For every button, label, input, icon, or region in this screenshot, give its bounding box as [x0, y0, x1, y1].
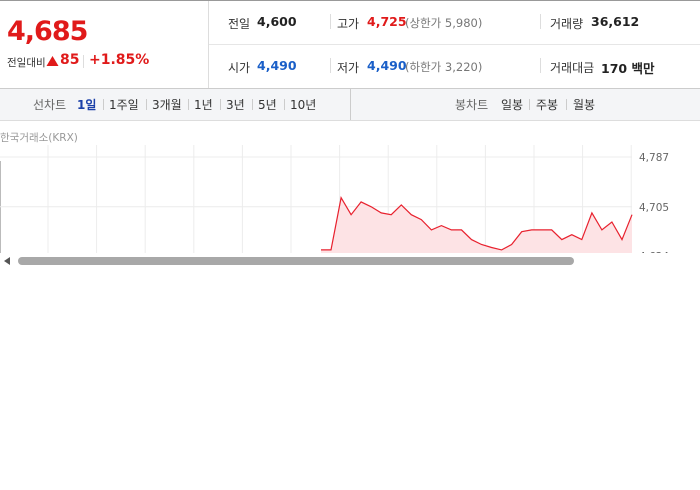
separator — [330, 14, 331, 29]
summary-value: 170 백만 — [601, 61, 655, 76]
limit-value: 5,980 — [444, 16, 478, 30]
limit-label: 상한가 — [409, 16, 442, 30]
summary-label: 거래대금 — [550, 61, 595, 75]
summary-label: 고가 — [337, 17, 360, 31]
change: 85 — [60, 52, 80, 68]
period-tab[interactable]: 1주일 — [109, 98, 139, 112]
price-limit: (상한가 5,980) — [405, 16, 483, 30]
y-tick-label: 4,787 — [639, 152, 669, 164]
separator — [529, 99, 530, 110]
separator — [330, 58, 331, 73]
candle-tab[interactable]: 월봉 — [573, 98, 596, 112]
summary-label: 시가 — [228, 61, 251, 75]
price-line — [321, 196, 633, 251]
price-limit: (하한가 3,220) — [405, 60, 483, 74]
candle-tab[interactable]: 일봉 — [501, 98, 524, 112]
summary-label: 저가 — [337, 61, 360, 75]
summary-label: 전일 — [228, 17, 251, 31]
separator — [188, 99, 189, 110]
separator — [540, 14, 541, 29]
up-arrow — [46, 56, 59, 66]
summary-label: 거래량 — [550, 17, 584, 31]
y-tick-label: 4,705 — [639, 202, 669, 214]
period-tab[interactable]: 1일 — [77, 98, 97, 112]
separator — [208, 1, 209, 88]
line-chart-label: 선차트 — [33, 98, 67, 112]
separator — [540, 58, 541, 73]
summary-value: 4,490 — [257, 58, 297, 73]
separator — [103, 99, 104, 110]
scrollbar[interactable] — [18, 257, 574, 265]
limit-value: 3,220 — [444, 60, 478, 74]
scroll-left[interactable] — [4, 257, 10, 265]
source: 한국거래소(KRX) — [0, 132, 78, 144]
period-tab[interactable]: 1년 — [194, 98, 213, 112]
period-tab[interactable]: 5년 — [258, 98, 277, 112]
separator — [566, 99, 567, 110]
top-border — [0, 0, 700, 1]
separator — [83, 55, 84, 68]
period-tab[interactable]: 10년 — [290, 98, 317, 112]
summary-value: 4,490 — [367, 58, 407, 73]
separator — [220, 99, 221, 110]
y-tick-label: 4,624 — [639, 251, 669, 263]
current-price: 4,685 — [7, 16, 88, 47]
change-label: 전일대비 — [7, 57, 46, 69]
separator — [350, 89, 351, 120]
chart: 4,787 4,705 4,624 — [0, 145, 669, 265]
area — [321, 197, 632, 253]
separator — [146, 99, 147, 110]
period-tab[interactable]: 3년 — [226, 98, 245, 112]
candle-tab[interactable]: 주봉 — [536, 98, 559, 112]
separator — [252, 99, 253, 110]
change-rate: +1.85% — [89, 52, 150, 68]
separator — [284, 99, 285, 110]
summary-value: 4,600 — [257, 14, 297, 29]
row-line — [209, 44, 700, 45]
period-tab[interactable]: 3개월 — [152, 98, 182, 112]
summary-value: 36,612 — [591, 14, 640, 29]
summary-value: 4,725 — [367, 14, 407, 29]
limit-label: 하한가 — [409, 60, 442, 74]
candle-chart-label: 봉차트 — [455, 98, 489, 112]
